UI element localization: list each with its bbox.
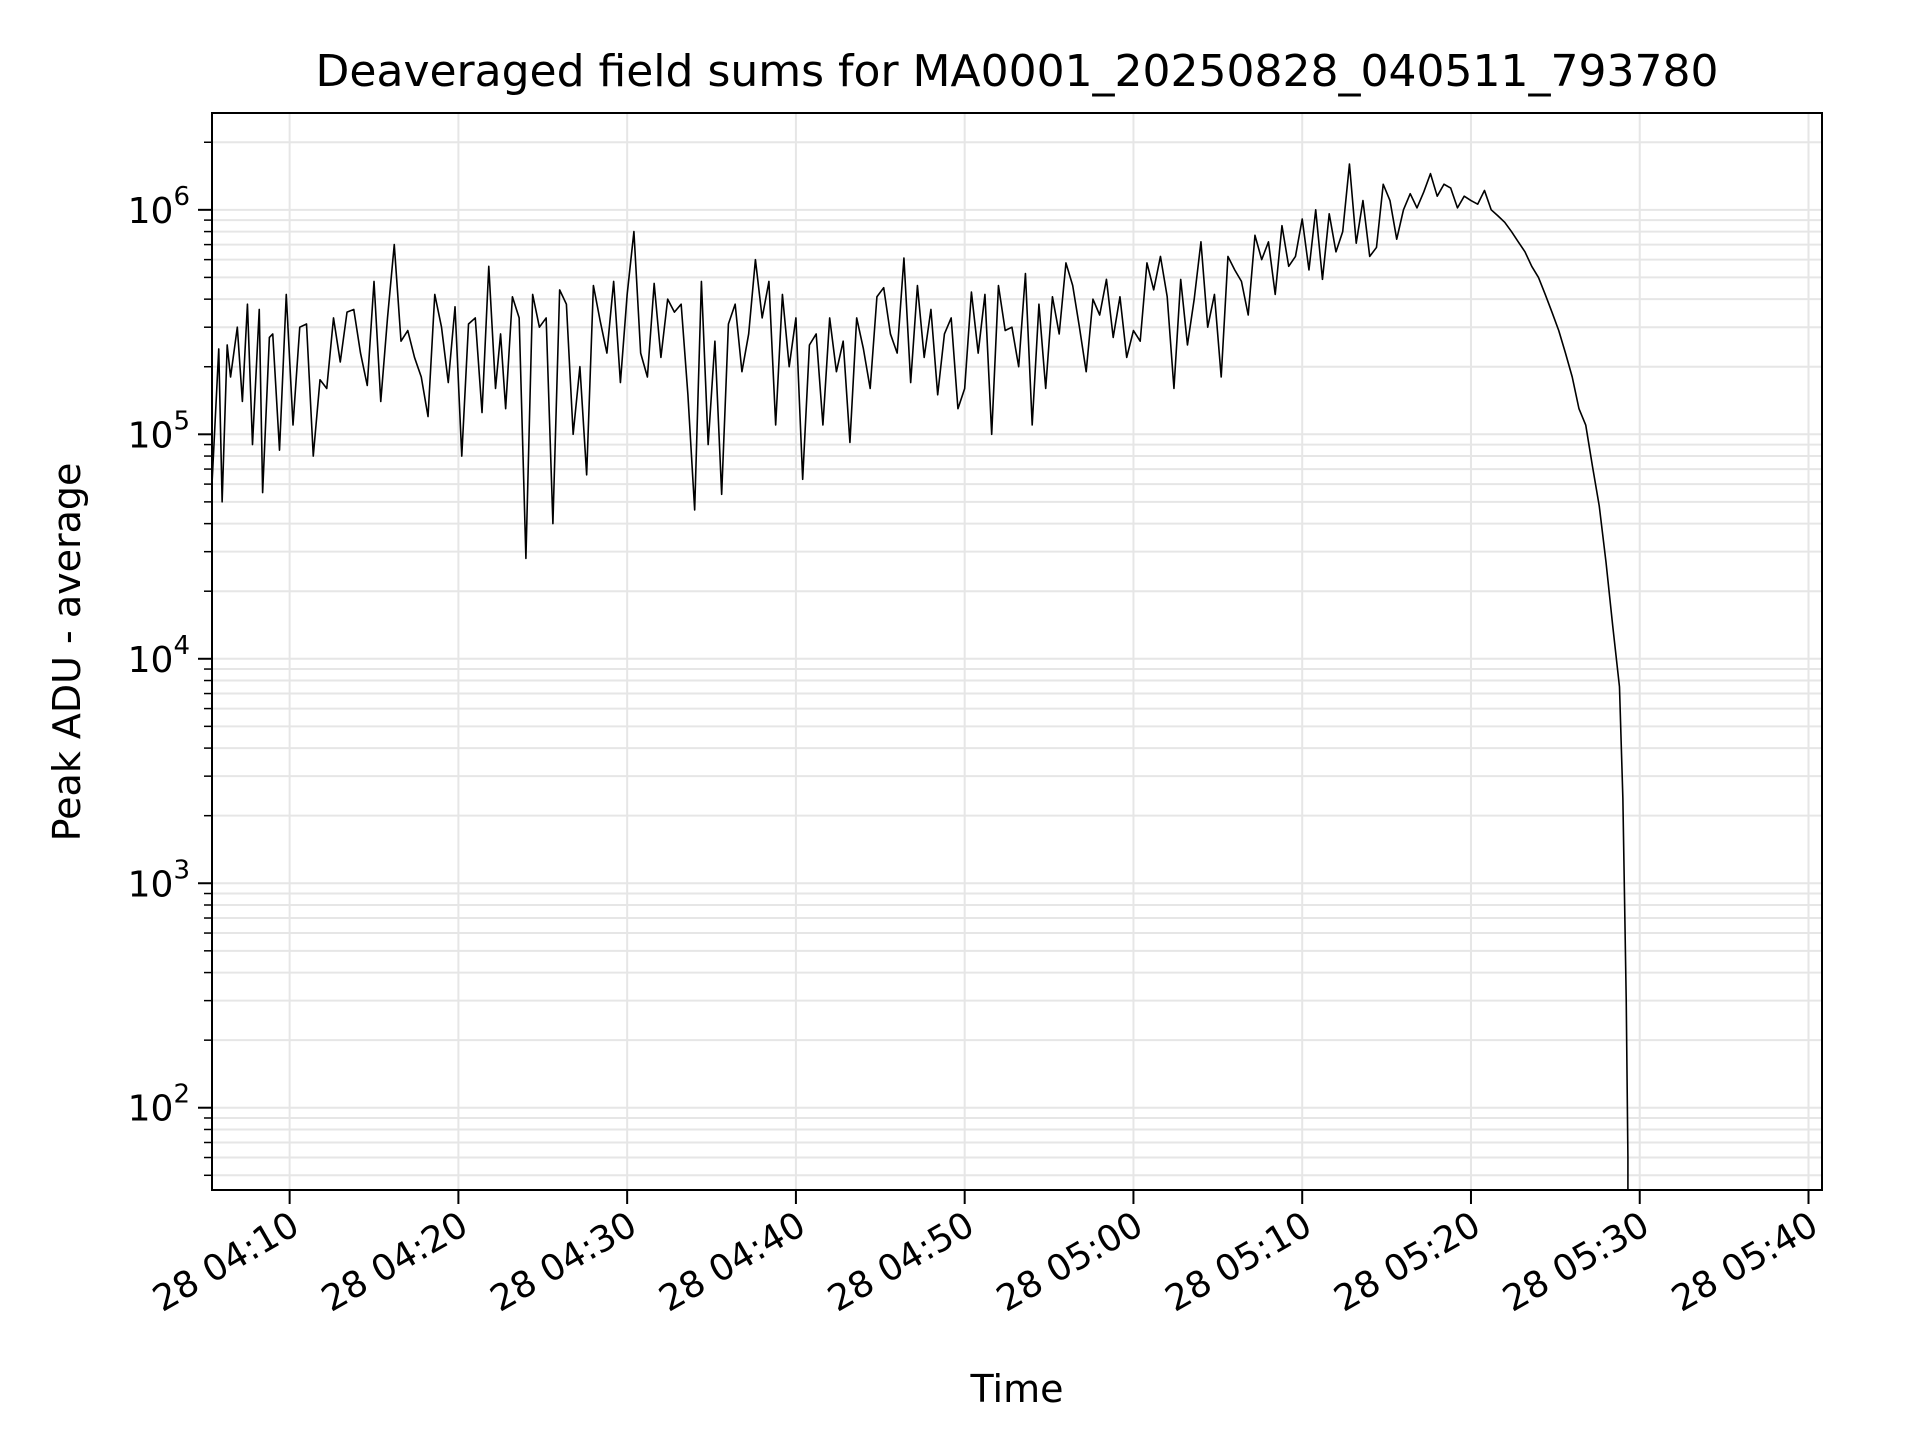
y-axis-label: Peak ADU - average (45, 463, 89, 842)
gridlines (212, 113, 1822, 1190)
y-tick-label: 104 (128, 631, 190, 681)
y-tick-label: 106 (128, 182, 190, 232)
y-tick-label: 105 (128, 406, 190, 456)
tick-marks (198, 141, 1810, 1204)
y-tick-label: 103 (128, 855, 190, 905)
chart-title: Deaveraged field sums for MA0001_2025082… (316, 46, 1719, 97)
x-axis-label: Time (970, 1367, 1064, 1411)
series-line-1 (212, 163, 1629, 1190)
y-tick-labels: 102 103 104 105 106 (128, 182, 190, 1130)
y-tick-label: 102 (128, 1080, 190, 1130)
plot-frame (211, 112, 1823, 1191)
series-layer (212, 163, 1629, 1190)
